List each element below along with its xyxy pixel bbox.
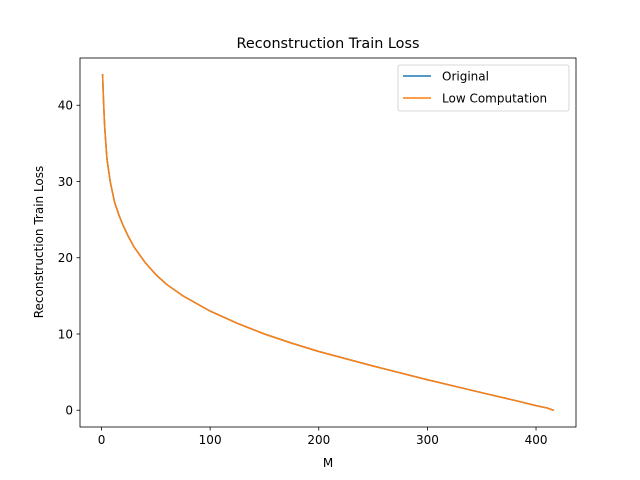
chart-title: Reconstruction Train Loss [237,36,420,52]
legend-box [397,64,570,112]
x-tick-label: 0 [98,433,106,447]
axes-frame [79,57,577,428]
legend: Original Low Computation [397,64,570,112]
axes: 0 100 200 300 400 0 10 20 30 40 [58,57,577,447]
y-axis-label: Reconstruction Train Loss [32,166,46,319]
x-tick-label: 300 [416,433,439,447]
plot-area [101,73,555,412]
y-tick-label: 30 [58,175,73,189]
x-tick-label: 100 [199,433,222,447]
x-tick-label: 200 [307,433,330,447]
y-tick-label: 40 [58,99,73,113]
y-tick-label: 0 [65,404,73,418]
series-line-2 [101,73,555,412]
x-axis-label: M [323,456,333,470]
legend-label-2: Low Computation [442,91,547,105]
legend-label-1: Original [442,69,489,83]
y-tick-label: 10 [58,327,73,341]
x-tick-label: 400 [525,433,548,447]
y-tick-label: 20 [58,251,73,265]
